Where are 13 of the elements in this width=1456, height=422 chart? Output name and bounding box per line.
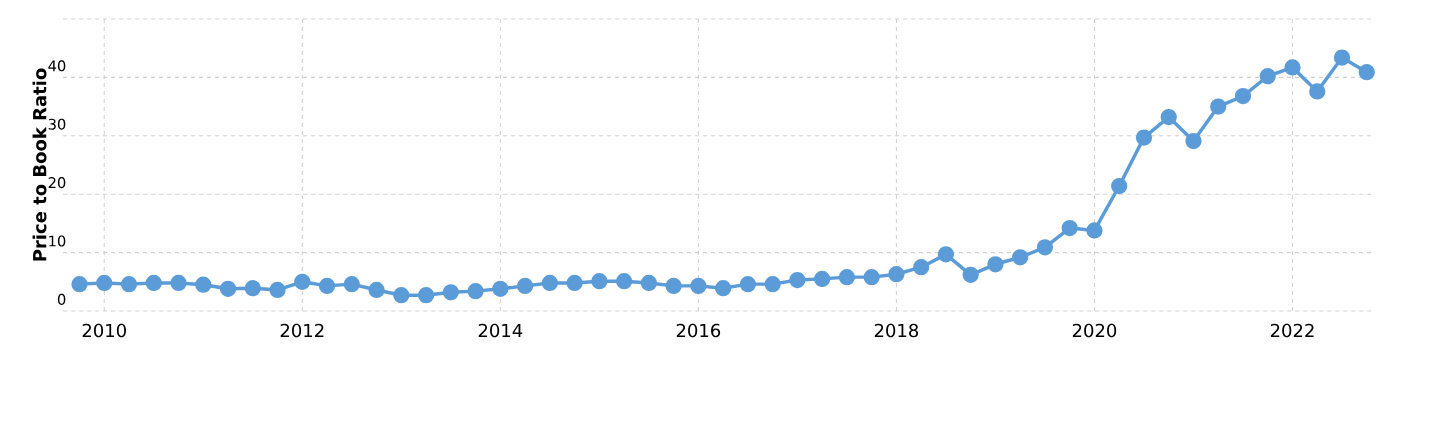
x-tick-label: 2012 <box>280 323 324 338</box>
x-tick-label: 2020 <box>1072 323 1117 338</box>
x-tick-label: 2010 <box>82 323 126 338</box>
x-tick-label: 2016 <box>676 323 721 338</box>
y-tick-label: 40 <box>48 60 66 72</box>
y-tick-label: 20 <box>48 177 66 189</box>
y-tick-label: 10 <box>49 235 66 247</box>
x-tick-label: 2022 <box>1270 323 1314 338</box>
x-tick-label: 2018 <box>874 323 919 338</box>
y-axis-title: Price to Book Ratio <box>32 68 47 261</box>
y-tick-label: 0 <box>57 293 66 305</box>
y-tick-label: 30 <box>48 118 66 130</box>
x-tick-label: 2014 <box>478 323 523 338</box>
